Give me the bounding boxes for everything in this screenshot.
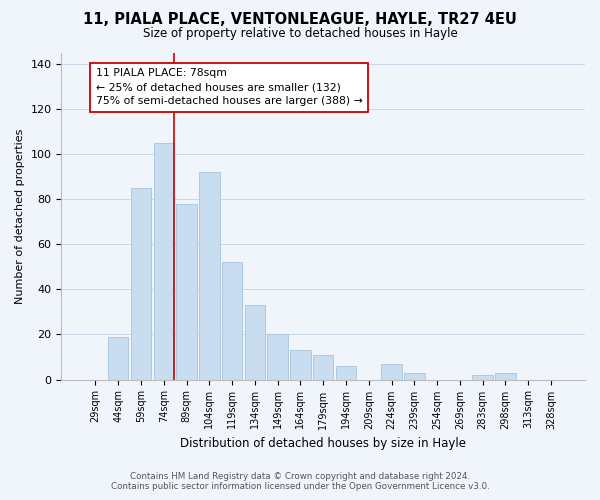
Bar <box>290 350 311 380</box>
Text: Contains HM Land Registry data © Crown copyright and database right 2024.: Contains HM Land Registry data © Crown c… <box>130 472 470 481</box>
Bar <box>313 355 334 380</box>
Bar <box>472 375 493 380</box>
Y-axis label: Number of detached properties: Number of detached properties <box>15 128 25 304</box>
X-axis label: Distribution of detached houses by size in Hayle: Distribution of detached houses by size … <box>180 437 466 450</box>
Bar <box>381 364 402 380</box>
Bar <box>495 373 515 380</box>
Bar <box>404 373 425 380</box>
Bar <box>336 366 356 380</box>
Bar <box>245 305 265 380</box>
Bar <box>154 142 174 380</box>
Text: 11, PIALA PLACE, VENTONLEAGUE, HAYLE, TR27 4EU: 11, PIALA PLACE, VENTONLEAGUE, HAYLE, TR… <box>83 12 517 28</box>
Text: Contains public sector information licensed under the Open Government Licence v3: Contains public sector information licen… <box>110 482 490 491</box>
Text: 11 PIALA PLACE: 78sqm
← 25% of detached houses are smaller (132)
75% of semi-det: 11 PIALA PLACE: 78sqm ← 25% of detached … <box>96 68 362 106</box>
Bar <box>131 188 151 380</box>
Bar <box>176 204 197 380</box>
Bar <box>268 334 288 380</box>
Bar <box>199 172 220 380</box>
Bar <box>108 336 128 380</box>
Bar <box>222 262 242 380</box>
Text: Size of property relative to detached houses in Hayle: Size of property relative to detached ho… <box>143 28 457 40</box>
